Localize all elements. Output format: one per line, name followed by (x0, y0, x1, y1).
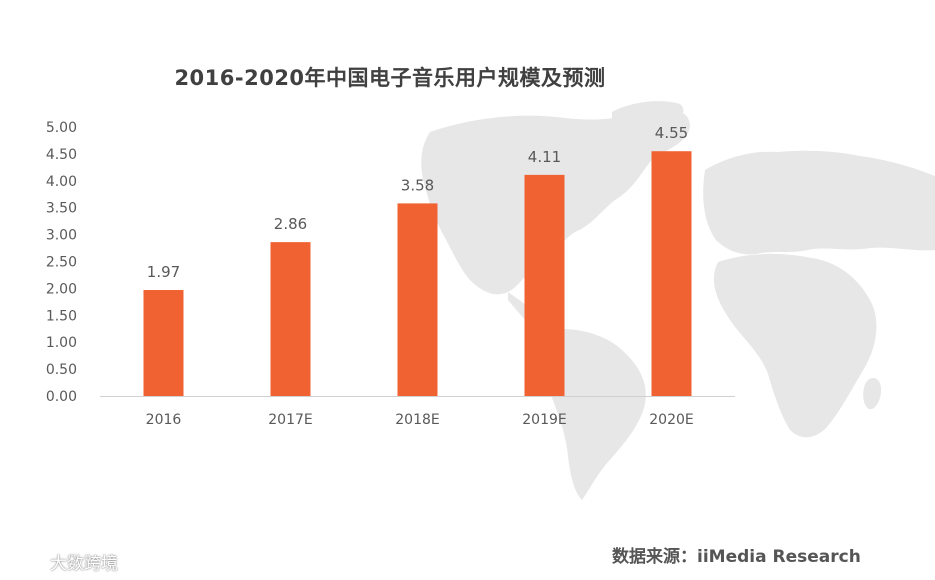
bar-2020E (651, 151, 692, 396)
y-tick-label: 1.00 (46, 335, 77, 351)
map-south-america (541, 328, 646, 500)
y-tick-label: 3.00 (46, 228, 77, 244)
x-tick-label-2016: 2016 (146, 412, 182, 428)
bar-2018E (397, 203, 438, 396)
y-tick-label: 4.00 (46, 174, 77, 190)
map-madagascar (863, 378, 882, 410)
data-label-2016: 1.97 (147, 263, 180, 281)
y-tick-label: 0.50 (46, 362, 77, 378)
bar-2019E (524, 174, 565, 396)
data-label-2018E: 3.58 (401, 176, 434, 194)
x-tick-label-2017E: 2017E (268, 412, 312, 428)
y-tick-label: 4.50 (46, 147, 77, 163)
y-tick-label: 2.00 (46, 281, 77, 297)
watermark-text: 大数跨境 (50, 553, 118, 574)
y-tick-label: 0.00 (46, 389, 77, 405)
y-tick-label: 5.00 (46, 120, 77, 136)
weibo-logo-icon (8, 551, 43, 574)
y-tick-label: 1.50 (46, 308, 77, 324)
bar-2016 (143, 290, 184, 396)
data-label-2017E: 2.86 (274, 215, 307, 233)
x-tick-label-2018E: 2018E (395, 412, 439, 428)
chart-title: 2016-2020年中国电子音乐用户规模及预测 (174, 66, 606, 90)
source-note: 数据来源：iiMedia Research (612, 547, 861, 567)
bars-group (143, 151, 692, 396)
x-tick-label-2019E: 2019E (522, 412, 566, 428)
y-axis: 0.00 0.50 1.00 1.50 2.00 2.50 3.00 3.50 4.00 4.50… (46, 120, 77, 405)
x-tick-label-2020E: 2020E (649, 412, 693, 428)
y-tick-label: 2.50 (46, 255, 77, 271)
y-tick-label: 3.50 (46, 201, 77, 217)
data-labels-group: 1.97 2.86 3.58 4.11 4.55 (147, 124, 688, 281)
watermark: 大数跨境 (6, 546, 118, 576)
map-greenland (612, 101, 684, 130)
bar-2017E (270, 242, 311, 396)
x-axis: 2016 2017E 2018E 2019E 2020E (146, 412, 694, 428)
map-europe (703, 150, 935, 255)
map-africa (713, 253, 877, 438)
data-label-2019E: 4.11 (528, 148, 561, 166)
data-label-2020E: 4.55 (655, 124, 688, 142)
